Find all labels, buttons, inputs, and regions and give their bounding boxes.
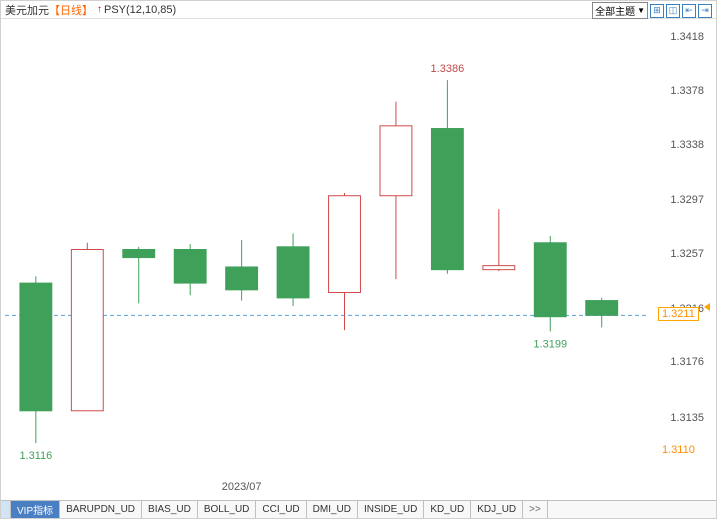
- tab-spacer: [1, 501, 11, 518]
- period-label: 【日线】: [49, 2, 93, 18]
- y-tick: 1.3338: [670, 139, 704, 151]
- forward-icon[interactable]: ⇥: [698, 4, 712, 18]
- symbol-name: 美元加元: [5, 2, 49, 18]
- indicator-tab-bias_ud[interactable]: BIAS_UD: [142, 501, 198, 518]
- theme-dropdown-label: 全部主题: [595, 3, 635, 18]
- svg-text:1.3386: 1.3386: [431, 63, 465, 75]
- indicator-label: PSY(12,10,85): [104, 4, 176, 16]
- svg-text:1.3199: 1.3199: [533, 338, 567, 350]
- indicator-tab-vip指标[interactable]: VIP指标: [11, 501, 60, 518]
- chart-type-icon[interactable]: ◫: [666, 4, 680, 18]
- svg-text:2023/07: 2023/07: [222, 481, 262, 493]
- y-tick: 1.3176: [670, 356, 704, 368]
- indicator-tab-dmi_ud[interactable]: DMI_UD: [307, 501, 358, 518]
- chevron-down-icon: ▼: [637, 6, 645, 15]
- indicator-tab-cci_ud[interactable]: CCI_UD: [256, 501, 306, 518]
- indicator-tab-inside_ud[interactable]: INSIDE_UD: [358, 501, 424, 518]
- theme-dropdown[interactable]: 全部主题 ▼: [592, 2, 648, 19]
- chart-plot-area[interactable]: 1.33861.31161.31992023/07: [5, 21, 648, 478]
- y-tick: 1.3135: [670, 412, 704, 424]
- up-arrow-icon: ↑: [97, 4, 102, 15]
- back-icon[interactable]: ⇤: [682, 4, 696, 18]
- indicator-tabs: VIP指标BARUPDN_UDBIAS_UDBOLL_UDCCI_UDDMI_U…: [1, 500, 716, 518]
- y-tick: 1.3418: [670, 31, 704, 43]
- y-tick: 1.3378: [670, 85, 704, 97]
- y-tick: 1.3257: [670, 248, 704, 260]
- candlestick-svg: 1.33861.31161.31992023/07: [5, 21, 648, 478]
- indicator-tab-kd_ud[interactable]: KD_UD: [424, 501, 471, 518]
- indicator-tab-boll_ud[interactable]: BOLL_UD: [198, 501, 257, 518]
- tabs-more-button[interactable]: >>: [523, 501, 548, 518]
- indicator-tab-kdj_ud[interactable]: KDJ_UD: [471, 501, 523, 518]
- chart-header: 美元加元 【日线】 ↑ PSY(12,10,85) 全部主题 ▼ ⊞ ◫ ⇤ ⇥: [1, 1, 716, 19]
- last-price-tag: 1.3211: [658, 307, 699, 321]
- header-controls: 全部主题 ▼ ⊞ ◫ ⇤ ⇥: [592, 2, 712, 19]
- secondary-price-label: 1.3110: [662, 444, 695, 456]
- svg-text:1.3116: 1.3116: [19, 450, 52, 462]
- price-arrow-icon: [704, 303, 710, 311]
- y-axis: 1.34181.33781.33381.32971.32571.32161.31…: [650, 21, 712, 478]
- chart-window: 美元加元 【日线】 ↑ PSY(12,10,85) 全部主题 ▼ ⊞ ◫ ⇤ ⇥…: [0, 0, 717, 519]
- layout-icon[interactable]: ⊞: [650, 4, 664, 18]
- y-tick: 1.3297: [670, 194, 704, 206]
- indicator-tab-barupdn_ud[interactable]: BARUPDN_UD: [60, 501, 142, 518]
